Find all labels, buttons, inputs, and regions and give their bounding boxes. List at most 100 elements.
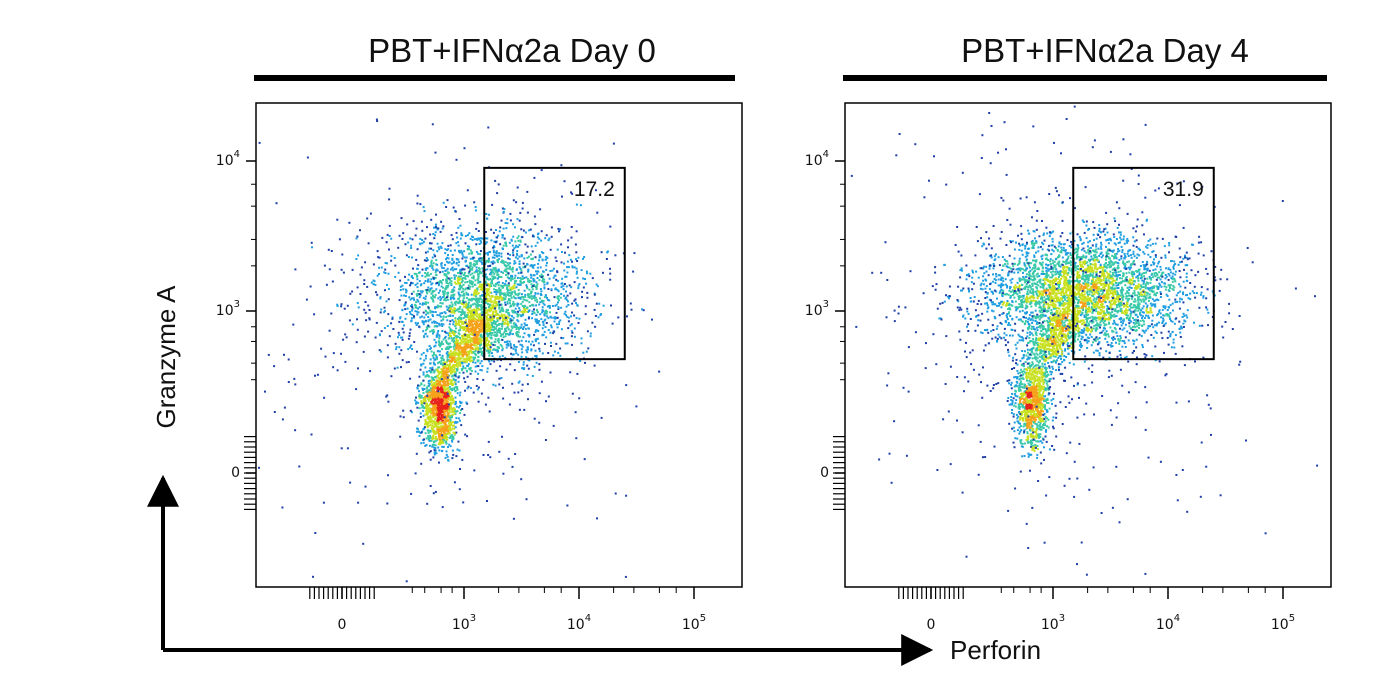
event-dot	[485, 293, 488, 296]
event-dot	[486, 251, 489, 254]
event-dot	[466, 275, 469, 278]
event-dot	[496, 304, 498, 307]
event-dot	[566, 266, 568, 269]
event-dot	[574, 243, 577, 246]
event-dot	[442, 318, 445, 321]
event-dot	[482, 454, 485, 456]
event-dot	[369, 212, 372, 215]
event-dot	[487, 333, 490, 335]
event-dot	[386, 283, 388, 286]
event-dot	[417, 401, 420, 404]
event-dot	[456, 410, 459, 413]
event-dot	[509, 332, 512, 335]
event-dot	[486, 333, 489, 336]
event-dot	[512, 251, 514, 254]
event-dot	[411, 303, 413, 306]
event-dot	[397, 336, 399, 339]
event-dot	[470, 280, 473, 283]
event-dot	[481, 319, 484, 322]
event-dot	[431, 298, 434, 301]
event-dot	[428, 417, 431, 420]
event-dot	[429, 330, 432, 333]
event-dot	[449, 308, 452, 311]
event-dot	[502, 472, 505, 475]
event-dot	[511, 244, 514, 247]
event-dot	[450, 353, 453, 356]
event-dot	[416, 313, 419, 316]
event-dot	[520, 269, 523, 272]
event-dot	[469, 368, 472, 371]
event-dot	[378, 266, 381, 269]
event-dot	[538, 368, 541, 371]
event-dot	[487, 313, 490, 316]
event-dot	[451, 338, 454, 341]
event-dot	[432, 296, 435, 299]
event-dot	[500, 327, 503, 330]
event-dot	[404, 288, 407, 291]
event-dot	[465, 324, 468, 327]
event-dot	[499, 317, 502, 320]
event-dot	[390, 237, 393, 240]
event-dot	[476, 333, 479, 336]
event-dot	[489, 307, 492, 310]
event-dot	[432, 411, 435, 414]
event-dot	[457, 376, 460, 379]
event-dot	[571, 392, 574, 395]
event-dot	[439, 441, 442, 444]
event-dot	[468, 319, 471, 322]
event-dot	[431, 256, 434, 259]
event-dot	[424, 432, 427, 435]
event-dot	[506, 302, 509, 305]
event-dot	[581, 290, 584, 293]
event-dot	[479, 335, 482, 338]
event-dot	[431, 313, 434, 316]
event-dot	[574, 298, 577, 301]
event-dot	[453, 268, 456, 271]
event-dot	[436, 390, 439, 393]
event-dot	[447, 387, 449, 390]
event-dot	[522, 281, 525, 284]
event-dot	[534, 292, 537, 295]
event-dot	[468, 248, 470, 251]
event-dot	[446, 319, 449, 322]
event-dot	[480, 306, 483, 309]
event-dot	[454, 323, 457, 326]
event-dot	[453, 276, 456, 279]
event-dot	[429, 280, 432, 283]
event-dot	[471, 323, 474, 326]
event-dot	[462, 335, 465, 338]
event-dot	[542, 252, 545, 254]
event-dot	[521, 277, 524, 280]
event-dot	[444, 336, 446, 339]
event-dot	[490, 309, 493, 312]
event-dot	[433, 443, 436, 446]
event-dot	[533, 274, 535, 277]
event-dot	[453, 412, 456, 415]
event-dot	[511, 465, 514, 468]
event-dot	[502, 336, 505, 339]
event-dot	[461, 268, 464, 271]
event-dot	[520, 323, 523, 326]
event-dot	[487, 260, 490, 263]
event-dot	[448, 332, 451, 335]
event-dot	[459, 283, 462, 286]
event-dot	[460, 281, 463, 284]
event-dot	[453, 431, 456, 434]
event-dot	[440, 389, 443, 392]
event-dot	[498, 281, 500, 284]
event-dot	[444, 370, 447, 373]
event-dot	[470, 313, 472, 316]
event-dot	[386, 344, 389, 347]
event-dot	[593, 293, 596, 296]
event-dot	[497, 284, 500, 287]
event-dot	[471, 310, 474, 313]
event-dot	[549, 270, 552, 272]
event-dot	[471, 348, 474, 350]
event-dot	[415, 273, 418, 275]
event-dot	[421, 303, 424, 306]
event-dot	[442, 411, 445, 414]
event-dot	[517, 353, 520, 356]
event-dot	[474, 330, 477, 333]
event-dot	[444, 296, 447, 299]
event-dot	[471, 303, 474, 306]
